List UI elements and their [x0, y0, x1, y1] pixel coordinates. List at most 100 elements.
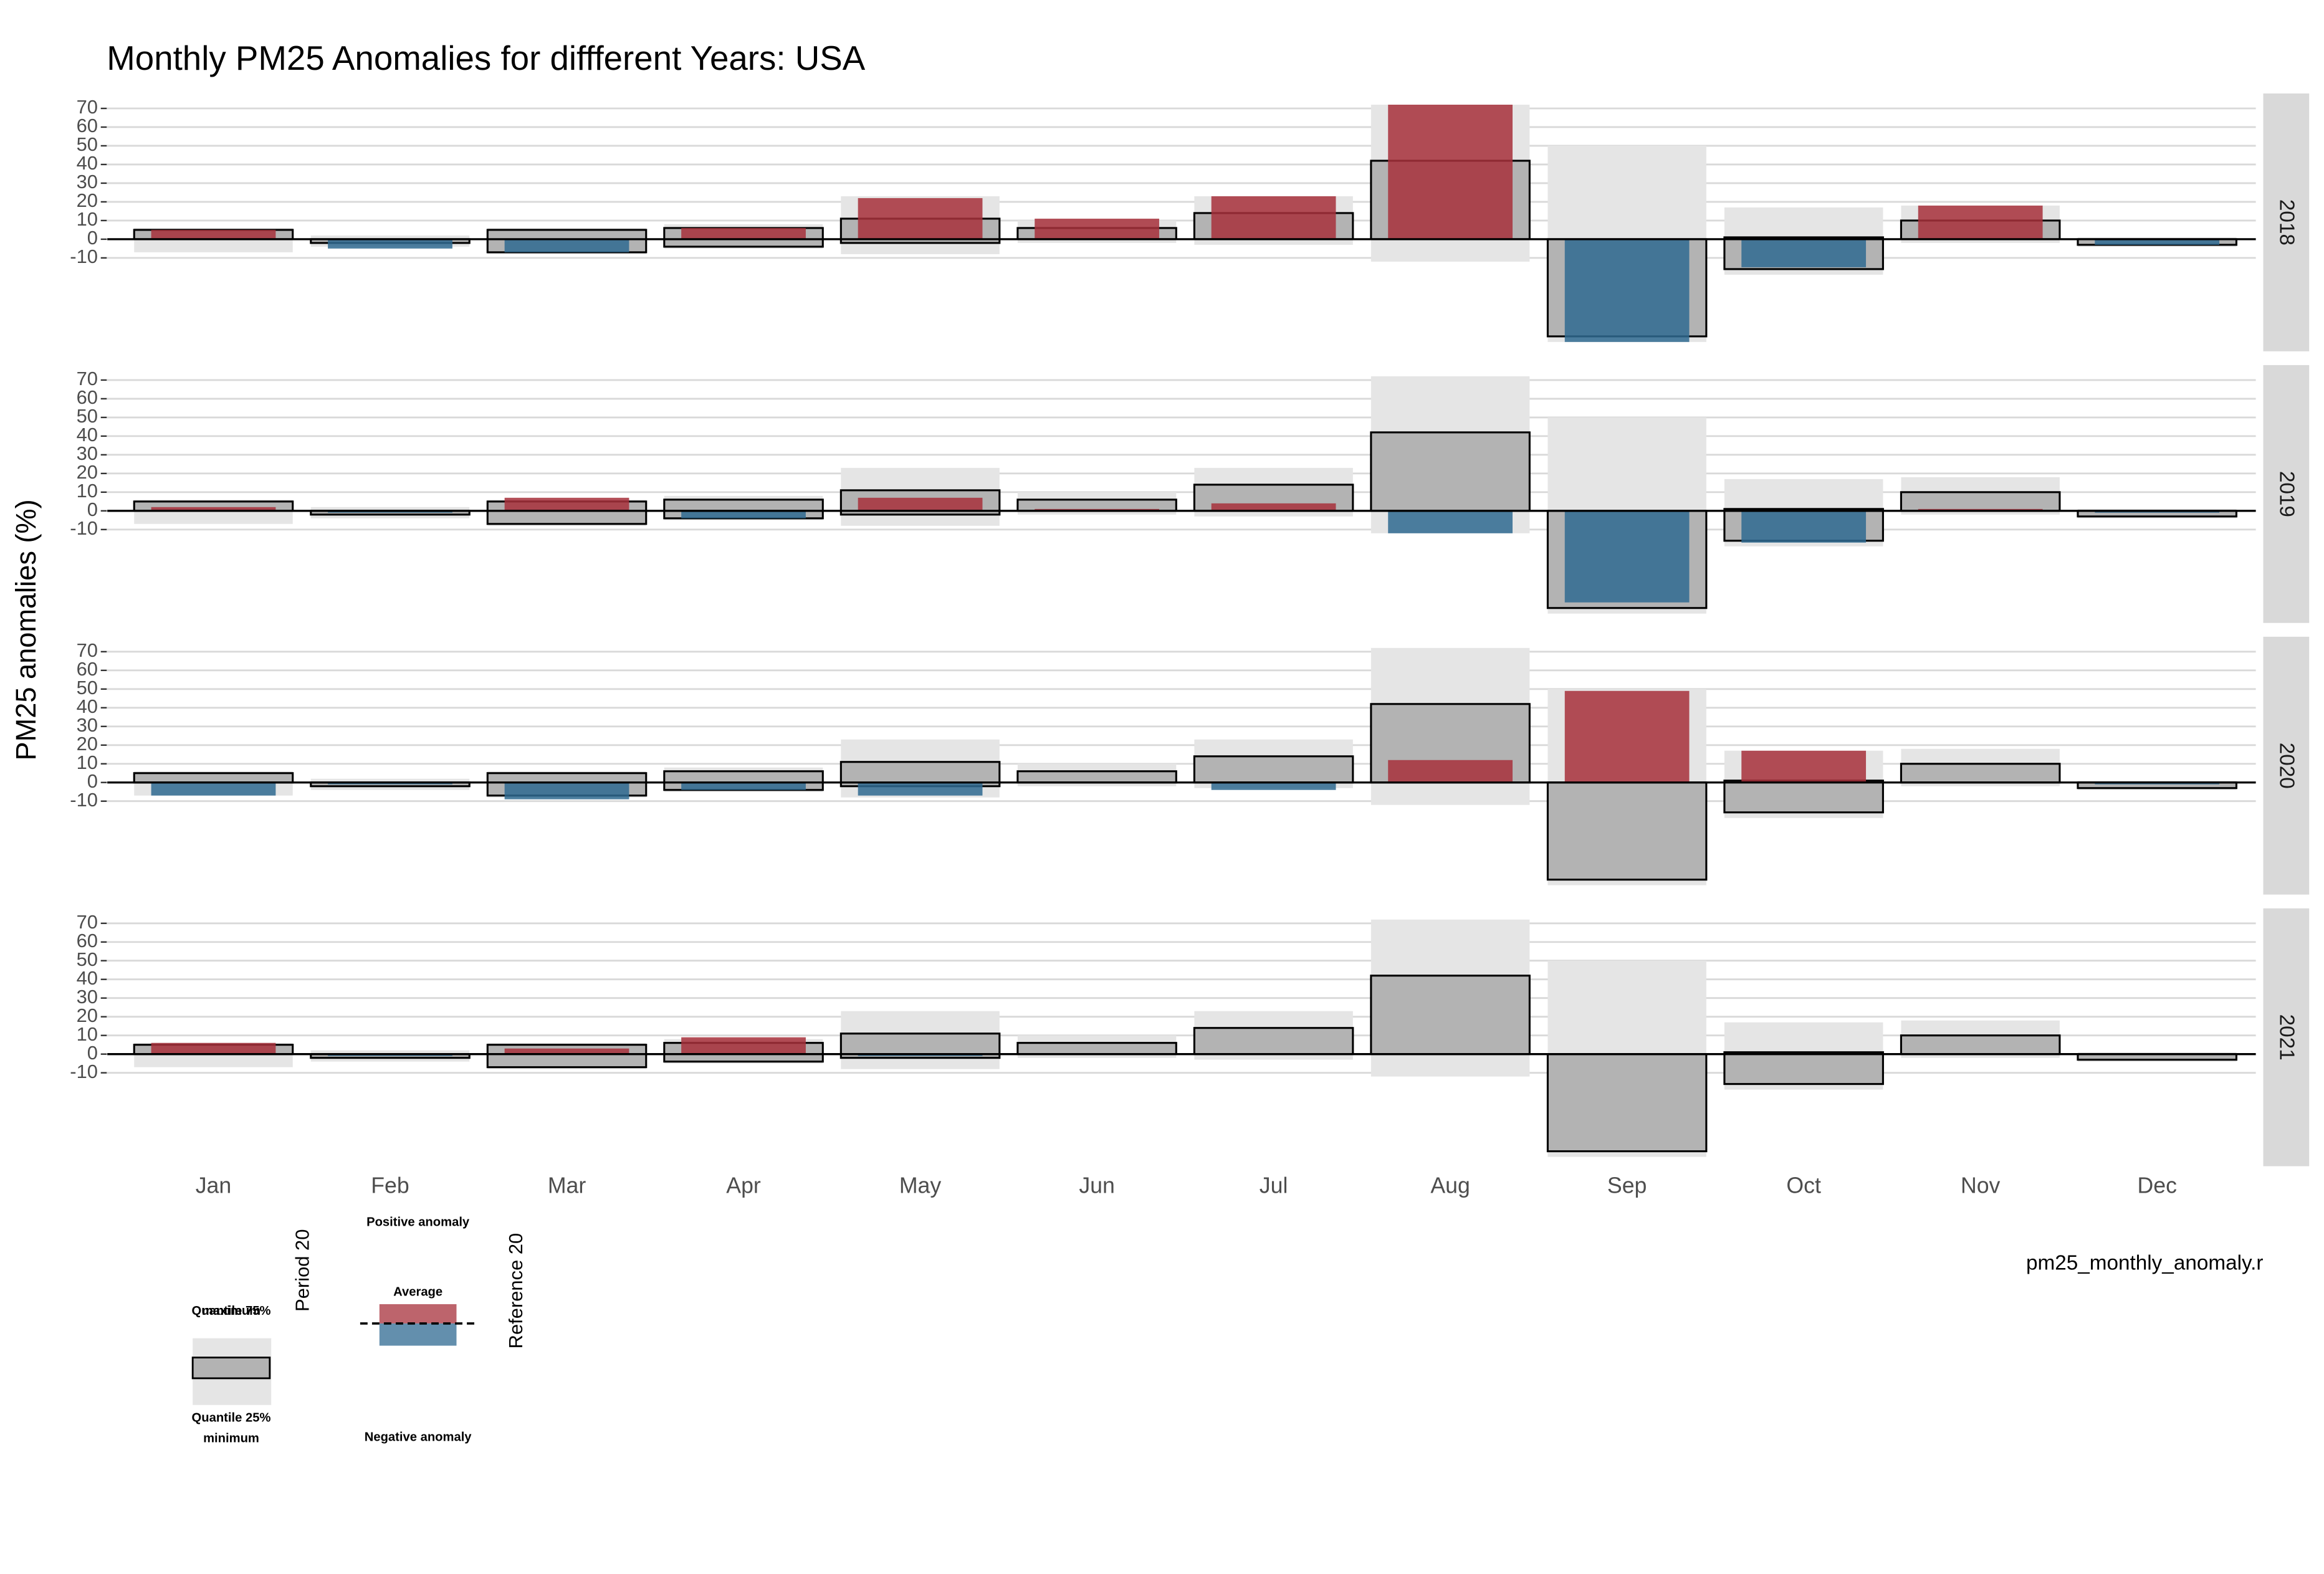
- quantile-box: [1016, 770, 1177, 784]
- y-tick-label: 20: [77, 189, 98, 211]
- legend-label: Quantile 75%: [192, 1304, 271, 1318]
- legend-title: Period 20: [292, 1229, 313, 1312]
- y-tick-label: 40: [77, 695, 98, 717]
- anomaly-bar: [1918, 205, 2043, 239]
- legend-negative-key: [379, 1323, 457, 1346]
- facet-label: 2019: [2275, 471, 2298, 517]
- legend-label: maximum: [202, 1304, 261, 1318]
- y-tick-label: 10: [77, 480, 98, 502]
- anomaly-bar: [151, 507, 276, 511]
- quantile-box: [1900, 491, 2061, 512]
- facet-label: 2021: [2275, 1014, 2298, 1061]
- caption: pm25_monthly_anomaly.r: [2026, 1252, 2263, 1275]
- y-tick-label: 60: [77, 386, 98, 408]
- anomaly-bar: [1564, 510, 1690, 603]
- anomaly-bar: [2095, 239, 2220, 245]
- anomaly-bar: [504, 239, 629, 252]
- anomaly-bar: [681, 782, 806, 790]
- facet-label: 2018: [2275, 199, 2298, 246]
- y-tick-label: 0: [87, 1042, 98, 1064]
- y-axis-label: PM25 anomalies (%): [10, 499, 42, 760]
- anomaly-bar: [1388, 760, 1513, 783]
- anomaly-bar: [504, 1048, 629, 1054]
- legend-title: Reference 20: [505, 1233, 527, 1349]
- anomaly-bar: [1564, 690, 1690, 783]
- quantile-box: [1546, 781, 1708, 881]
- x-tick-label: Nov: [1961, 1173, 2001, 1198]
- y-tick-label: 60: [77, 658, 98, 680]
- y-tick-label: -10: [70, 517, 98, 539]
- y-tick-label: 30: [77, 442, 98, 464]
- legend-quantile-key: [191, 1357, 271, 1380]
- anomaly-bar: [504, 782, 629, 799]
- quantile-box: [1193, 1027, 1354, 1056]
- quantile-box: [1370, 975, 1531, 1056]
- anomaly-bar: [328, 239, 452, 249]
- quantile-box: [1546, 1053, 1708, 1153]
- anomaly-bar: [1388, 510, 1513, 533]
- x-tick-label: Dec: [2137, 1173, 2176, 1198]
- y-tick-label: 50: [77, 677, 98, 699]
- y-tick-label: 40: [77, 424, 98, 446]
- legend-label: Positive anomaly: [366, 1216, 470, 1229]
- y-tick-label: 40: [77, 152, 98, 174]
- anomaly-bar: [1741, 239, 1867, 267]
- y-tick-label: 30: [77, 171, 98, 193]
- legend-positive-key: [379, 1304, 457, 1324]
- quantile-box: [1723, 780, 1884, 814]
- y-tick-label: 60: [77, 115, 98, 136]
- y-tick-label: 0: [87, 227, 98, 249]
- anomaly-bar: [858, 198, 983, 239]
- legend-label: Quantile 25%: [192, 1411, 271, 1424]
- x-tick-label: Mar: [548, 1173, 586, 1198]
- y-tick-label: 20: [77, 733, 98, 755]
- anomaly-bar: [858, 782, 983, 796]
- y-tick-label: 60: [77, 930, 98, 952]
- anomaly-bar: [151, 1042, 276, 1054]
- x-tick-label: Oct: [1786, 1173, 1821, 1198]
- y-tick-label: -10: [70, 1061, 98, 1082]
- anomaly-bar: [681, 1037, 806, 1054]
- y-tick-label: -10: [70, 246, 98, 267]
- facet-strip: [2263, 93, 2310, 351]
- anomaly-bar: [1564, 239, 1690, 342]
- quantile-box: [133, 772, 294, 784]
- quantile-box: [1370, 431, 1531, 512]
- anomaly-bar: [1211, 782, 1336, 790]
- y-tick-label: 70: [77, 368, 98, 389]
- y-tick-label: 0: [87, 770, 98, 792]
- anomaly-bar: [1211, 503, 1336, 511]
- y-tick-label: 50: [77, 948, 98, 970]
- anomaly-bar: [858, 497, 983, 511]
- facet-strip: [2263, 365, 2310, 623]
- y-tick-label: 10: [77, 1023, 98, 1045]
- x-tick-label: May: [899, 1173, 942, 1198]
- legend-label: Average: [393, 1285, 442, 1299]
- x-tick-label: Sep: [1607, 1173, 1647, 1198]
- y-tick-label: -10: [70, 789, 98, 811]
- y-tick-label: 20: [77, 461, 98, 483]
- x-tick-label: Apr: [726, 1173, 761, 1198]
- y-tick-label: 40: [77, 967, 98, 989]
- y-tick-label: 10: [77, 751, 98, 773]
- legend-label: Negative anomaly: [365, 1430, 472, 1444]
- quantile-box: [486, 1044, 648, 1069]
- anomaly-bar: [681, 227, 806, 239]
- anomaly-bar: [681, 510, 806, 518]
- facet-strip: [2263, 908, 2310, 1166]
- chart-title: Monthly PM25 Anomalies for diffferent Ye…: [107, 39, 865, 77]
- y-tick-label: 70: [77, 911, 98, 933]
- x-tick-label: Jun: [1079, 1173, 1115, 1198]
- anomaly-bar: [1741, 750, 1867, 783]
- legend: Quantile 75% maximum Quantile 25% minimu…: [192, 1216, 527, 1446]
- y-tick-label: 30: [77, 986, 98, 1008]
- anomaly-bar: [1211, 196, 1336, 239]
- anomaly-bar: [1741, 510, 1867, 543]
- quantile-box: [1193, 755, 1354, 784]
- quantile-box: [1723, 1051, 1884, 1085]
- facet-strip: [2263, 636, 2310, 895]
- anomaly-bar: [504, 497, 629, 511]
- y-tick-label: 70: [77, 96, 98, 118]
- y-tick-label: 50: [77, 133, 98, 155]
